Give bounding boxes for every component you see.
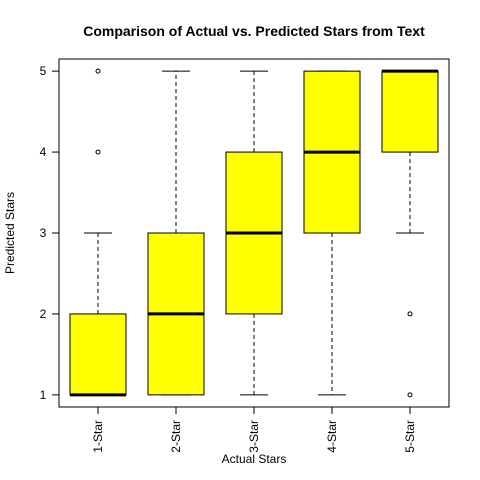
box-group xyxy=(381,69,439,398)
chart-title: Comparison of Actual vs. Predicted Stars… xyxy=(83,23,425,39)
y-tick-label: 5 xyxy=(40,64,47,78)
outlier-point xyxy=(407,392,413,398)
box-group xyxy=(147,70,205,396)
box xyxy=(381,70,439,153)
y-tick-label: 4 xyxy=(40,145,47,159)
y-tick-label: 2 xyxy=(40,307,47,321)
outlier-point xyxy=(95,68,101,74)
x-tick-label: 5-Star xyxy=(403,420,417,453)
outlier-point xyxy=(407,311,413,317)
outlier-point xyxy=(95,149,101,155)
y-axis: 1 2 3 4 5 xyxy=(40,64,60,402)
x-tick-label: 2-Star xyxy=(169,420,183,453)
y-axis-label: Predicted Stars xyxy=(3,192,17,274)
x-axis-label: Actual Stars xyxy=(222,452,287,466)
box-group xyxy=(303,70,361,396)
x-tick-label: 3-Star xyxy=(247,420,261,453)
y-tick-label: 3 xyxy=(40,226,47,240)
boxes-layer xyxy=(69,68,439,398)
box xyxy=(69,313,127,396)
x-tick-label: 4-Star xyxy=(325,420,339,453)
x-axis: 1-Star 2-Star 3-Star 4-Star 5-Star xyxy=(91,406,417,453)
box-group xyxy=(69,68,127,397)
y-tick-label: 1 xyxy=(40,388,47,402)
box-group xyxy=(225,70,283,396)
x-tick-label: 1-Star xyxy=(91,420,105,453)
